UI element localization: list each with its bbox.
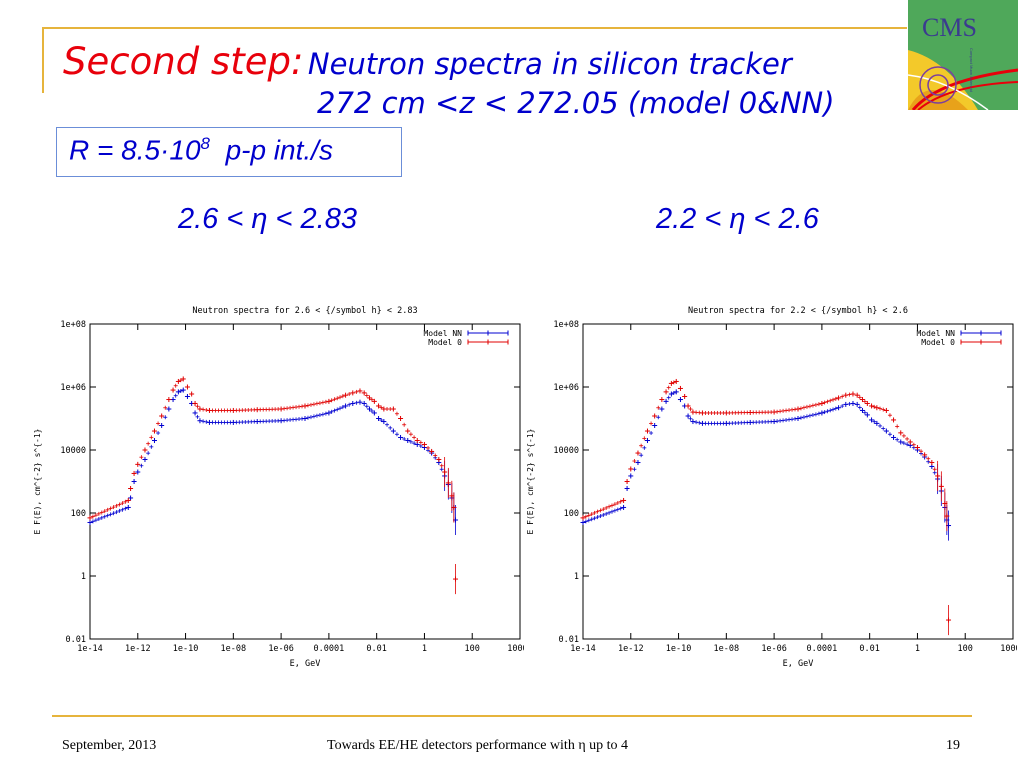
plot-frame bbox=[89, 323, 521, 640]
x-tick-label: 1e-06 bbox=[761, 644, 787, 654]
x-axis-label: E, GeV bbox=[290, 659, 321, 669]
y-tick-label: 1 bbox=[81, 572, 86, 582]
logo-seal-text: Compact Muon Solenoid bbox=[969, 48, 974, 92]
title-topic: Neutron spectra in silicon tracker bbox=[307, 47, 792, 81]
cms-logo: CMS Compact Muon Solenoid bbox=[908, 0, 1018, 110]
y-axis-label: E F(E), cm^{-2} s^{-1} bbox=[33, 429, 42, 535]
x-tick-label: 10000 bbox=[507, 644, 524, 654]
x-tick-label: 1e-12 bbox=[125, 644, 151, 654]
x-tick-label: 100 bbox=[465, 644, 480, 654]
footer-title: Towards EE/HE detectors performance with… bbox=[327, 738, 629, 753]
y-tick-label: 1e+06 bbox=[60, 383, 86, 393]
x-tick-label: 1e-10 bbox=[666, 644, 692, 654]
x-tick-label: 1e-08 bbox=[221, 644, 247, 654]
left-rule bbox=[42, 27, 44, 93]
footer-date: September, 2013 bbox=[62, 738, 157, 753]
legend-label: Model NN bbox=[916, 329, 955, 338]
y-tick-label: 1e+08 bbox=[553, 320, 579, 330]
x-tick-label: 0.01 bbox=[859, 644, 879, 654]
legend-label: Model 0 bbox=[921, 338, 955, 347]
footer-page-number: 19 bbox=[946, 738, 960, 753]
title-subtopic: 272 cm <z < 272.05 (model 0&NN) bbox=[317, 86, 835, 120]
x-tick-label: 1e-14 bbox=[570, 644, 596, 654]
series-model-0 bbox=[580, 378, 952, 636]
y-axis-label: E F(E), cm^{-2} s^{-1} bbox=[526, 429, 535, 535]
x-tick-label: 0.0001 bbox=[807, 644, 838, 654]
y-tick-label: 1e+08 bbox=[60, 320, 86, 330]
x-tick-label: 1 bbox=[915, 644, 920, 654]
chart-right: Neutron spectra for 2.2 < {/symbol h} < … bbox=[521, 298, 1024, 675]
rate-prefix: R = 8.5·10 bbox=[69, 134, 201, 166]
chart-title: Neutron spectra for 2.6 < {/symbol h} < … bbox=[192, 306, 417, 316]
x-tick-label: 1 bbox=[422, 644, 427, 654]
chart-right-svg: Neutron spectra for 2.2 < {/symbol h} < … bbox=[526, 306, 1024, 669]
y-tick-label: 10000 bbox=[60, 446, 86, 456]
chart-left: Neutron spectra for 2.6 < {/symbol h} < … bbox=[28, 298, 533, 675]
eta-left-label: 2.6 < η < 2.83 bbox=[178, 203, 357, 235]
x-tick-label: 0.0001 bbox=[314, 644, 345, 654]
rate-suffix: p-p int./s bbox=[225, 134, 333, 166]
chart-left-svg: Neutron spectra for 2.6 < {/symbol h} < … bbox=[33, 306, 533, 669]
legend-label: Model 0 bbox=[428, 338, 462, 347]
x-tick-label: 1e-14 bbox=[77, 644, 103, 654]
x-axis-label: E, GeV bbox=[783, 659, 814, 669]
slide-title: Second step: Neutron spectra in silicon … bbox=[63, 40, 792, 83]
rate-text: R = 8.5·108 p-p int./s bbox=[69, 134, 333, 166]
x-tick-label: 1e-08 bbox=[714, 644, 740, 654]
y-tick-label: 100 bbox=[564, 509, 579, 519]
y-tick-label: 10000 bbox=[553, 446, 579, 456]
chart-title: Neutron spectra for 2.2 < {/symbol h} < … bbox=[688, 306, 908, 316]
plot-frame bbox=[582, 323, 1014, 640]
rate-box: R = 8.5·108 p-p int./s bbox=[56, 127, 402, 177]
title-step: Second step: bbox=[63, 40, 304, 83]
y-tick-label: 0.01 bbox=[66, 635, 86, 645]
legend-label: Model NN bbox=[423, 329, 462, 338]
logo-text: CMS bbox=[922, 13, 977, 42]
eta-right-label: 2.2 < η < 2.6 bbox=[656, 203, 819, 235]
x-tick-label: 100 bbox=[958, 644, 973, 654]
bottom-rule bbox=[52, 715, 972, 717]
x-tick-label: 1e-10 bbox=[173, 644, 199, 654]
y-tick-label: 1e+06 bbox=[553, 383, 579, 393]
top-rule bbox=[42, 27, 907, 29]
series-model-0 bbox=[87, 376, 459, 595]
x-tick-label: 1e-06 bbox=[268, 644, 294, 654]
x-tick-label: 0.01 bbox=[366, 644, 386, 654]
y-tick-label: 0.01 bbox=[559, 635, 579, 645]
y-tick-label: 100 bbox=[71, 509, 86, 519]
x-tick-label: 10000 bbox=[1000, 644, 1017, 654]
x-tick-label: 1e-12 bbox=[618, 644, 644, 654]
y-tick-label: 1 bbox=[574, 572, 579, 582]
rate-exponent: 8 bbox=[200, 134, 210, 153]
